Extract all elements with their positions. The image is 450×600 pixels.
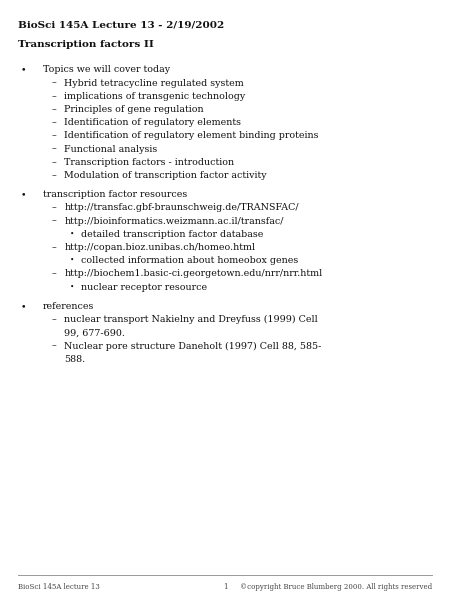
Text: –: – (52, 243, 57, 252)
Text: Identification of regulatory elements: Identification of regulatory elements (64, 118, 241, 127)
Text: nuclear transport Nakielny and Dreyfuss (1999) Cell: nuclear transport Nakielny and Dreyfuss … (64, 315, 318, 324)
Text: BioSci 145A lecture 13: BioSci 145A lecture 13 (18, 583, 100, 591)
Text: ©copyright Bruce Blumberg 2000. All rights reserved: ©copyright Bruce Blumberg 2000. All righ… (240, 583, 432, 591)
Text: nuclear receptor resource: nuclear receptor resource (81, 283, 207, 292)
Text: –: – (52, 79, 57, 88)
Text: •: • (20, 302, 26, 311)
Text: collected information about homeobox genes: collected information about homeobox gen… (81, 256, 298, 265)
Text: detailed transcription factor database: detailed transcription factor database (81, 230, 263, 239)
Text: –: – (52, 341, 57, 350)
Text: Principles of gene regulation: Principles of gene regulation (64, 105, 204, 114)
Text: 588.: 588. (64, 355, 86, 364)
Text: –: – (52, 269, 57, 278)
Text: •: • (70, 283, 74, 290)
Text: http://transfac.gbf-braunschweig.de/TRANSFAC/: http://transfac.gbf-braunschweig.de/TRAN… (64, 203, 299, 212)
Text: –: – (52, 92, 57, 101)
Text: Hybrid tetracycline regulated system: Hybrid tetracycline regulated system (64, 79, 244, 88)
Text: –: – (52, 315, 57, 324)
Text: –: – (52, 217, 57, 226)
Text: 99, 677-690.: 99, 677-690. (64, 328, 125, 337)
Text: Modulation of transcription factor activity: Modulation of transcription factor activ… (64, 171, 267, 180)
Text: Topics we will cover today: Topics we will cover today (43, 65, 170, 74)
Text: Functional analysis: Functional analysis (64, 145, 158, 154)
Text: implications of transgenic technology: implications of transgenic technology (64, 92, 246, 101)
Text: http://copan.bioz.unibas.ch/homeo.html: http://copan.bioz.unibas.ch/homeo.html (64, 243, 256, 252)
Text: Transcription factors - introduction: Transcription factors - introduction (64, 158, 234, 167)
Text: –: – (52, 171, 57, 180)
Text: •: • (70, 230, 74, 238)
Text: –: – (52, 203, 57, 212)
Text: Transcription factors II: Transcription factors II (18, 40, 154, 49)
Text: –: – (52, 158, 57, 167)
Text: •: • (20, 65, 26, 74)
Text: http://biochem1.basic-ci.georgetown.edu/nrr/nrr.html: http://biochem1.basic-ci.georgetown.edu/… (64, 269, 323, 278)
Text: –: – (52, 105, 57, 114)
Text: 1: 1 (223, 583, 227, 591)
Text: Nuclear pore structure Daneholt (1997) Cell 88, 585-: Nuclear pore structure Daneholt (1997) C… (64, 341, 322, 350)
Text: –: – (52, 131, 57, 140)
Text: Identification of regulatory element binding proteins: Identification of regulatory element bin… (64, 131, 319, 140)
Text: references: references (43, 302, 94, 311)
Text: transcription factor resources: transcription factor resources (43, 190, 187, 199)
Text: •: • (70, 256, 74, 264)
Text: •: • (20, 190, 26, 199)
Text: –: – (52, 145, 57, 154)
Text: –: – (52, 118, 57, 127)
Text: http://bioinformatics.weizmann.ac.il/transfac/: http://bioinformatics.weizmann.ac.il/tra… (64, 217, 284, 226)
Text: BioSci 145A Lecture 13 - 2/19/2002: BioSci 145A Lecture 13 - 2/19/2002 (18, 21, 224, 30)
